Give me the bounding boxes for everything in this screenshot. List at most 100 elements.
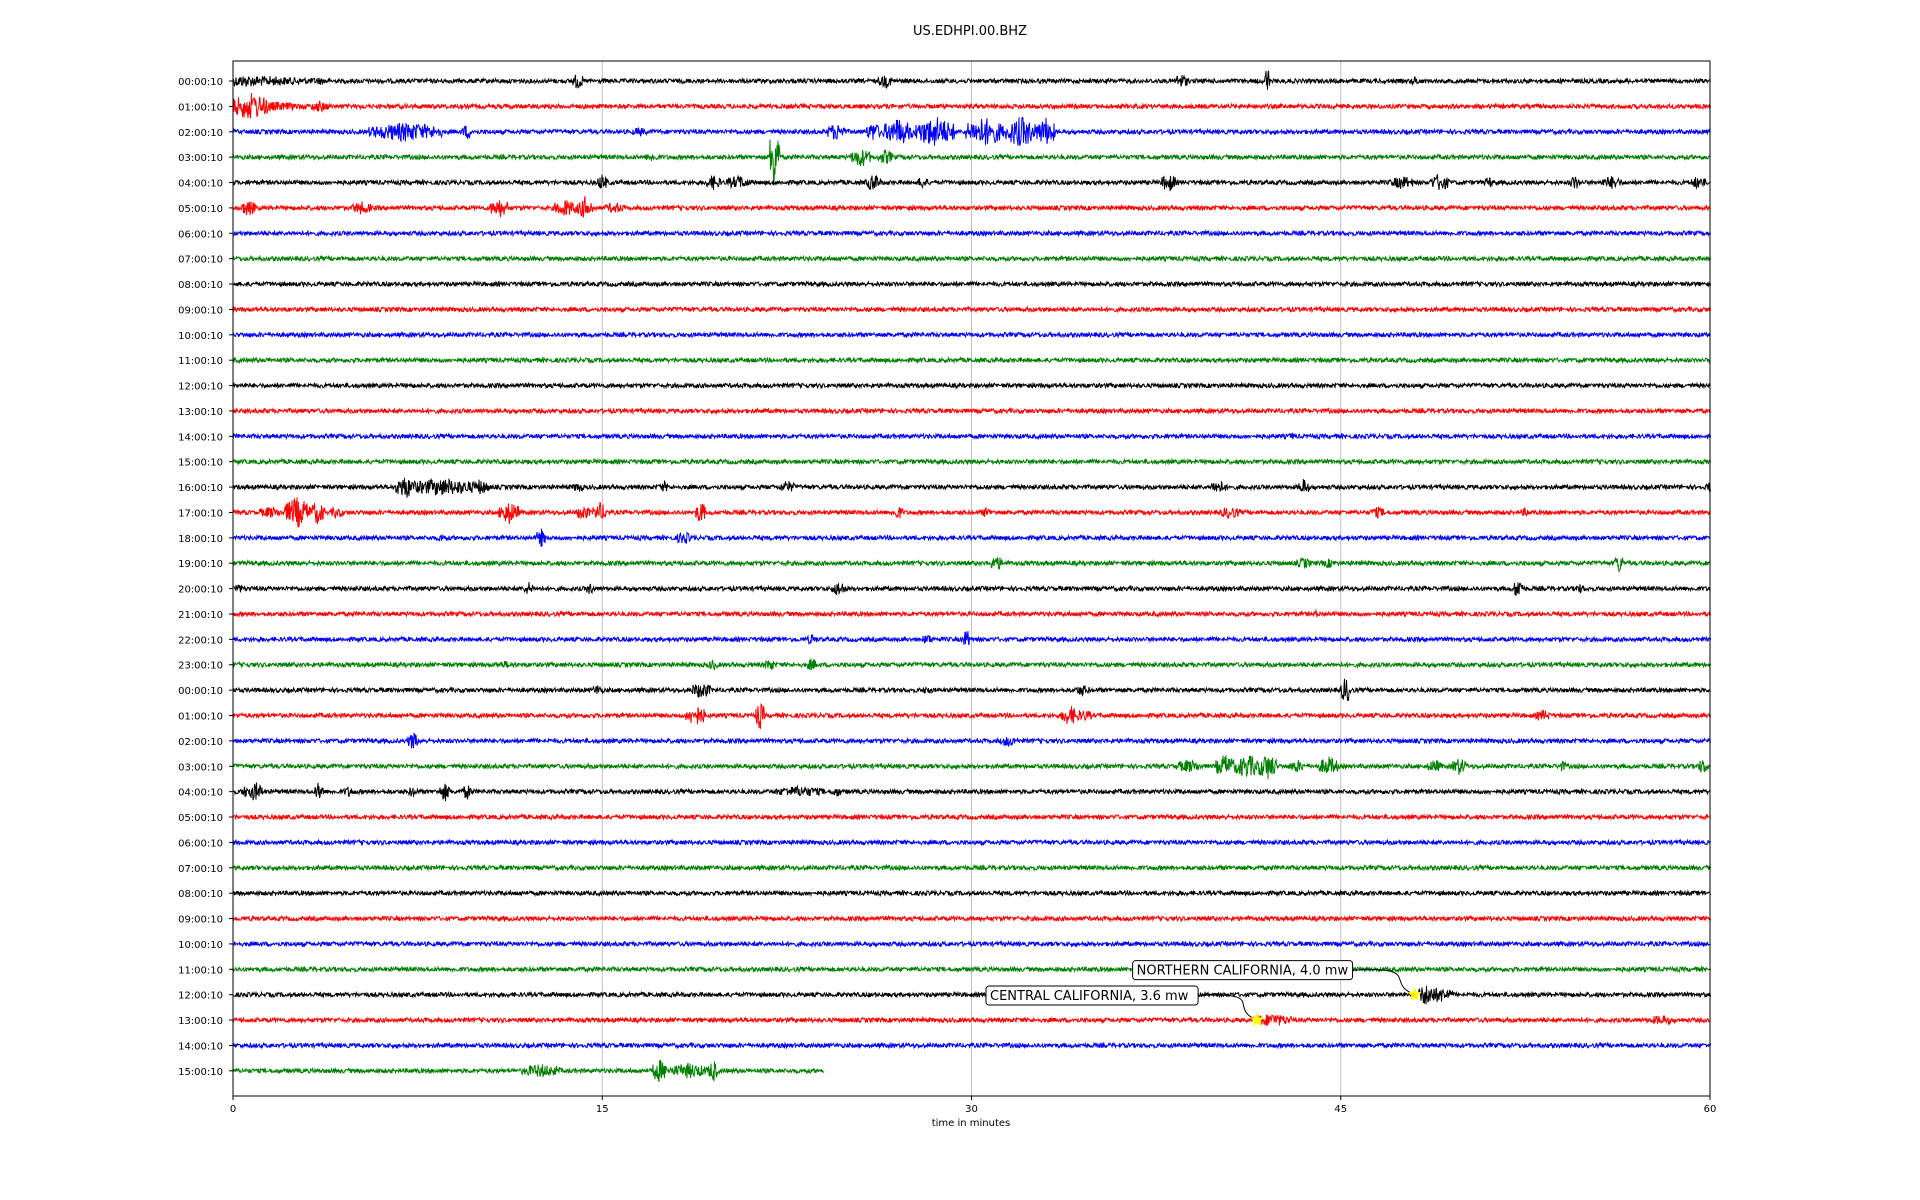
seismic-trace — [232, 305, 1711, 314]
x-axis: 0 15 30 45 60 — [230, 1096, 1717, 1115]
event-annotation-text: NORTHERN CALIFORNIA, 4.0 mw — [1137, 964, 1349, 979]
trace-time-label: 04:00:10 — [178, 179, 223, 190]
trace-time-label: 03:00:10 — [178, 153, 223, 164]
trace-time-label: 20:00:10 — [178, 585, 223, 596]
seismic-trace — [232, 381, 1711, 390]
event-annotation: CENTRAL CALIFORNIA, 3.6 mw — [985, 985, 1265, 1027]
trace-time-label: 23:00:10 — [178, 661, 223, 672]
seismic-trace — [232, 432, 1711, 441]
seismic-trace — [232, 939, 1711, 949]
x-tick-label: 60 — [1704, 1104, 1717, 1115]
seismic-trace — [232, 556, 1711, 573]
x-tick-label: 0 — [230, 1104, 236, 1115]
trace-time-label: 06:00:10 — [178, 229, 223, 240]
seismic-trace — [232, 173, 1711, 192]
seismic-trace — [232, 330, 1711, 339]
seismic-trace — [232, 196, 1711, 218]
seismic-trace — [232, 863, 1711, 872]
seismic-trace — [232, 678, 1711, 701]
trace-time-label: 13:00:10 — [178, 1016, 223, 1027]
seismic-trace — [233, 1014, 1711, 1026]
annotation-connector — [1198, 994, 1258, 1021]
trace-time-label: 13:00:10 — [178, 407, 223, 418]
trace-time-label: 19:00:10 — [178, 559, 223, 570]
trace-time-label: 02:00:10 — [178, 737, 223, 748]
trace-time-label: 02:00:10 — [178, 128, 223, 139]
trace-time-label: 04:00:10 — [178, 788, 223, 799]
seismic-trace — [232, 356, 1711, 365]
trace-time-label: 01:00:10 — [178, 712, 223, 723]
trace-time-label: 12:00:10 — [178, 382, 223, 393]
trace-time-label: 09:00:10 — [178, 915, 223, 926]
seismic-trace — [232, 812, 1711, 822]
seismic-trace — [232, 838, 1711, 847]
seismic-trace — [232, 914, 1711, 923]
trace-time-label: 10:00:10 — [178, 331, 223, 342]
seismic-trace — [232, 582, 1711, 597]
event-annotation-text: CENTRAL CALIFORNIA, 3.6 mw — [990, 989, 1189, 1004]
annotation-connector — [1352, 969, 1415, 996]
chart-title: US.EDHPI.00.BHZ — [913, 24, 1027, 39]
seismic-trace — [232, 229, 1711, 238]
trace-time-label: 06:00:10 — [178, 838, 223, 849]
trace-time-label: 03:00:10 — [178, 762, 223, 773]
seismic-trace — [232, 528, 1711, 547]
trace-time-label: 00:00:10 — [178, 686, 223, 697]
seismic-trace — [232, 658, 1711, 671]
seismic-trace — [232, 254, 1711, 263]
trace-time-label: 07:00:10 — [178, 864, 223, 875]
seismic-trace — [232, 889, 1711, 898]
trace-time-label: 11:00:10 — [178, 356, 223, 367]
trace-time-label: 00:00:10 — [178, 77, 223, 88]
trace-time-label: 05:00:10 — [178, 813, 223, 824]
seismic-trace — [232, 1059, 824, 1082]
seismic-trace — [232, 965, 1711, 974]
trace-time-label: 11:00:10 — [178, 965, 223, 976]
x-axis-label: time in minutes — [932, 1118, 1011, 1129]
trace-time-label: 22:00:10 — [178, 635, 223, 646]
x-tick-label: 30 — [965, 1104, 978, 1115]
trace-time-label: 15:00:10 — [178, 1067, 223, 1078]
event-star-marker — [1249, 1012, 1265, 1027]
seismic-trace — [232, 139, 1711, 186]
seismic-trace — [232, 457, 1711, 466]
trace-time-label: 05:00:10 — [178, 204, 223, 215]
seismic-trace — [232, 406, 1711, 416]
seismic-trace — [232, 279, 1711, 289]
event-annotations: NORTHERN CALIFORNIA, 4.0 mw CENTRAL CALIF… — [985, 960, 1422, 1027]
trace-time-label: 14:00:10 — [178, 432, 223, 443]
trace-time-label: 01:00:10 — [178, 102, 223, 113]
x-tick-label: 15 — [596, 1104, 609, 1115]
seismic-trace — [232, 732, 1711, 749]
event-star-marker — [1407, 987, 1422, 1001]
seismic-trace — [232, 497, 1711, 528]
x-tick-label: 45 — [1334, 1104, 1347, 1115]
trace-time-label: 07:00:10 — [178, 255, 223, 266]
trace-labels: 00:00:10 01:00:10 02:00:10 03:00:10 04:00:10… — [178, 77, 233, 1078]
trace-time-label: 08:00:10 — [178, 889, 223, 900]
seismic-trace — [232, 477, 1711, 498]
seismic-trace — [232, 631, 1711, 646]
trace-time-label: 09:00:10 — [178, 305, 223, 316]
trace-time-label: 12:00:10 — [178, 991, 223, 1002]
event-annotation: NORTHERN CALIFORNIA, 4.0 mw — [1132, 960, 1422, 1001]
seismic-trace — [232, 70, 1711, 90]
seismic-trace — [232, 782, 1711, 802]
seismic-trace — [232, 985, 1711, 1005]
trace-time-label: 15:00:10 — [178, 458, 223, 469]
trace-time-label: 10:00:10 — [178, 940, 223, 951]
seismic-trace — [232, 608, 1711, 619]
trace-time-label: 14:00:10 — [178, 1041, 223, 1052]
seismic-trace — [232, 702, 1711, 729]
seismic-trace — [232, 116, 1711, 146]
seismic-trace — [232, 755, 1711, 780]
trace-time-label: 08:00:10 — [178, 280, 223, 291]
seismic-trace — [232, 92, 1711, 119]
trace-time-label: 18:00:10 — [178, 534, 223, 545]
trace-time-label: 17:00:10 — [178, 508, 223, 519]
trace-time-label: 16:00:10 — [178, 483, 223, 494]
seismic-trace — [232, 1041, 1711, 1050]
trace-layer — [232, 70, 1711, 1082]
